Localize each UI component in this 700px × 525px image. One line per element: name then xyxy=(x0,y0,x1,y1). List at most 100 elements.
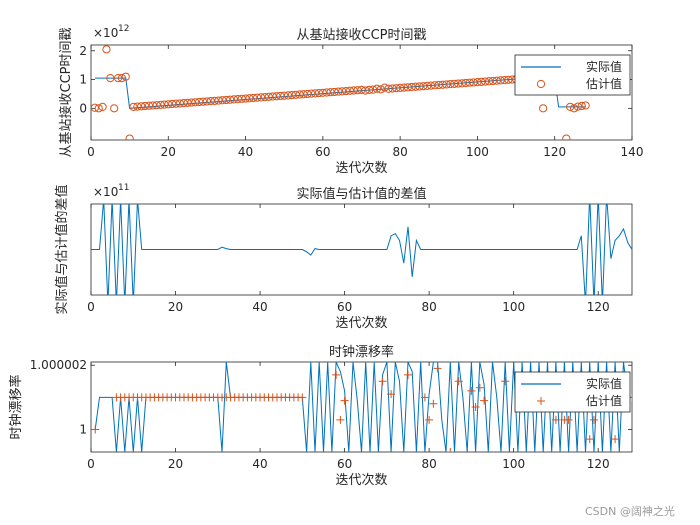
estimate-point xyxy=(141,101,150,111)
estimate-point xyxy=(562,134,571,140)
estimate-point xyxy=(94,104,103,113)
estimate-point xyxy=(214,96,223,105)
estimate-point xyxy=(429,399,438,408)
x-tick-label: 80 xyxy=(421,457,436,471)
estimate-point xyxy=(372,84,382,93)
estimate-point xyxy=(229,95,239,104)
x-tick-label: 40 xyxy=(252,457,267,471)
estimate-point xyxy=(233,95,242,104)
chart-2: 实际值与估计值的差值 0 20 40 60 80 100 120 ×10 11 迭代次数 实际值与估计… xyxy=(54,183,633,331)
watermark: CSDN @阔神之光 xyxy=(585,505,675,518)
exponent-power: 12 xyxy=(118,24,129,34)
estimate-point xyxy=(469,78,478,87)
estimate-point xyxy=(256,93,266,102)
estimate-point xyxy=(392,84,401,93)
estimate-point xyxy=(152,101,161,110)
estimate-point xyxy=(461,78,470,88)
estimate-point xyxy=(411,82,420,91)
estimate-point xyxy=(611,435,620,444)
estimate-point xyxy=(91,103,99,112)
estimate-point xyxy=(183,98,192,107)
x-tick-label: 80 xyxy=(393,145,408,159)
estimate-point xyxy=(415,82,424,91)
estimate-point xyxy=(241,94,250,103)
estimate-point xyxy=(187,98,196,107)
estimate-point xyxy=(442,80,451,89)
estimate-point xyxy=(272,92,281,101)
estimate-point xyxy=(276,91,285,101)
legend-label: 估计值 xyxy=(586,76,622,91)
x-tick-label: 60 xyxy=(315,145,330,159)
x-tick-label: 40 xyxy=(252,300,267,314)
y-axis-label: 从基站接收CCP时间戳 xyxy=(58,28,74,158)
x-tick-label: 40 xyxy=(238,145,253,159)
estimate-point xyxy=(117,74,127,83)
x-tick-label: 60 xyxy=(337,457,352,471)
legend-box xyxy=(514,54,631,96)
estimate-point xyxy=(168,99,177,109)
estimate-point xyxy=(253,93,262,102)
legend-label: 估计值 xyxy=(586,393,622,408)
estimate-point xyxy=(210,96,219,105)
estimate-point xyxy=(566,102,575,111)
estimate-point xyxy=(129,102,138,111)
estimate-point xyxy=(295,90,304,99)
estimate-point xyxy=(330,87,339,97)
estimate-point xyxy=(298,393,307,402)
y-tick-label: 1 xyxy=(79,423,87,437)
estimate-point xyxy=(504,75,513,84)
estimate-point xyxy=(349,86,358,95)
estimate-point xyxy=(299,90,308,99)
x-tick-label: 0 xyxy=(87,457,95,471)
x-tick-label: 100 xyxy=(502,300,525,314)
estimate-point xyxy=(175,99,184,108)
estimate-point xyxy=(488,76,497,86)
estimate-point xyxy=(564,415,573,424)
estimate-point xyxy=(353,86,362,95)
estimate-point xyxy=(361,86,370,95)
estimate-point xyxy=(218,96,227,105)
estimate-point xyxy=(249,93,258,103)
estimate-point xyxy=(465,78,474,87)
estimate-point xyxy=(148,101,157,110)
y-tick-label: 0 xyxy=(79,101,87,115)
x-axis-label: 迭代次数 xyxy=(335,472,387,488)
estimate-point xyxy=(226,95,235,104)
legend-label: 实际值 xyxy=(586,59,622,74)
estimate-point xyxy=(195,97,204,107)
estimate-point xyxy=(457,79,467,88)
estimate-point xyxy=(206,97,215,106)
x-tick-label: 60 xyxy=(337,300,352,314)
estimate-point xyxy=(156,100,165,109)
estimate-point xyxy=(467,386,476,395)
estimate-point xyxy=(446,80,455,89)
legend-circle-icon xyxy=(536,79,546,89)
estimate-point xyxy=(407,82,416,92)
estimate-point xyxy=(430,81,440,90)
estimate-point xyxy=(378,377,387,386)
estimate-point xyxy=(334,87,343,96)
series-group xyxy=(91,362,632,452)
estimate-point xyxy=(539,104,548,113)
y-tick-label: 2 xyxy=(79,44,87,58)
estimate-point xyxy=(91,425,100,434)
estimate-point xyxy=(338,87,347,96)
estimate-point xyxy=(303,89,312,99)
legend-box xyxy=(514,371,631,413)
estimate-point xyxy=(384,84,393,93)
estimate-point xyxy=(446,448,455,452)
estimate-point xyxy=(345,86,355,95)
estimate-point xyxy=(341,86,351,96)
estimate-point xyxy=(171,99,181,108)
estimate-point xyxy=(133,102,142,111)
estimate-point xyxy=(322,88,331,97)
estimate-point xyxy=(481,77,490,86)
y-axis-label: 时钟漂移率 xyxy=(8,374,24,439)
estimate-point xyxy=(326,88,335,97)
estimate-point xyxy=(144,101,154,110)
x-tick-label: 20 xyxy=(168,300,183,314)
